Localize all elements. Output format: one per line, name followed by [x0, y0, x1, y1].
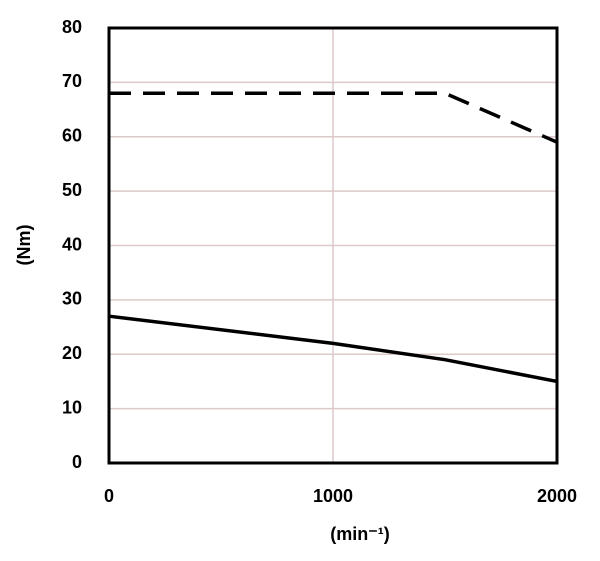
- y-tick-label: 70: [62, 71, 82, 91]
- y-tick-label: 80: [62, 17, 82, 37]
- y-tick-label: 60: [62, 126, 82, 146]
- x-axis-label: (min⁻¹): [330, 524, 389, 544]
- series-line: [109, 91, 558, 144]
- y-tick-label: 50: [62, 180, 82, 200]
- x-tick-label: 2000: [537, 486, 577, 506]
- y-tick-label: 20: [62, 343, 82, 363]
- plot-frame: [107, 26, 559, 465]
- series-line: [108, 314, 558, 384]
- y-tick-label: 0: [72, 452, 82, 472]
- x-tick-label: 0: [104, 486, 114, 506]
- y-tick-label: 40: [62, 234, 82, 254]
- y-tick-label: 30: [62, 289, 82, 309]
- x-tick-label: 1000: [313, 486, 353, 506]
- y-axis-label: (Nm): [14, 225, 34, 266]
- y-tick-label: 10: [62, 397, 82, 417]
